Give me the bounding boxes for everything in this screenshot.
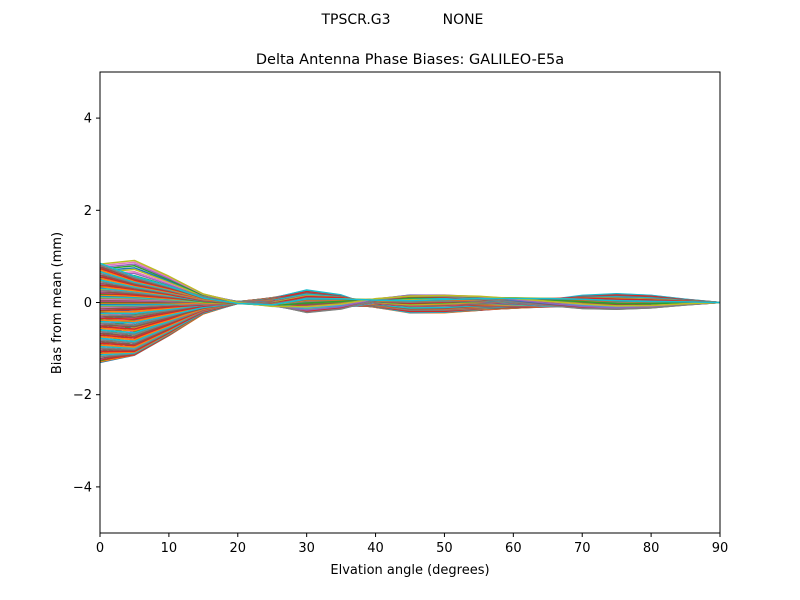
chart-title: Delta Antenna Phase Biases: GALILEO-E5a [256,52,564,68]
x-axis-label: Elvation angle (degrees) [330,563,489,578]
series-line [100,292,720,328]
y-tick-label: 4 [84,112,92,127]
x-axis: 0 10 20 30 40 50 60 70 80 90 [96,533,728,556]
x-tick-label: 10 [161,541,178,556]
y-tick-label: 0 [84,296,92,311]
y-tick-label: −2 [73,388,92,403]
series-line [100,293,720,324]
y-tick-label: 2 [84,204,92,219]
series-layer [100,259,720,364]
x-tick-label: 40 [367,541,384,556]
y-axis: −4 −2 0 2 4 [73,112,100,495]
suptitle-radome: NONE [443,12,484,28]
suptitle-receiver: TPSCR.G3 [320,12,390,28]
series-line [100,264,720,307]
x-tick-label: 90 [712,541,729,556]
series-line [100,262,720,306]
series-line [100,259,720,308]
x-tick-label: 50 [436,541,453,556]
x-tick-label: 60 [505,541,522,556]
x-tick-label: 30 [298,541,315,556]
x-tick-label: 70 [574,541,591,556]
series-line [100,291,720,347]
y-tick-label: −4 [73,480,92,495]
y-axis-label: Bias from mean (mm) [50,232,65,374]
x-tick-label: 20 [230,541,247,556]
x-tick-label: 0 [96,541,104,556]
x-tick-label: 80 [643,541,660,556]
